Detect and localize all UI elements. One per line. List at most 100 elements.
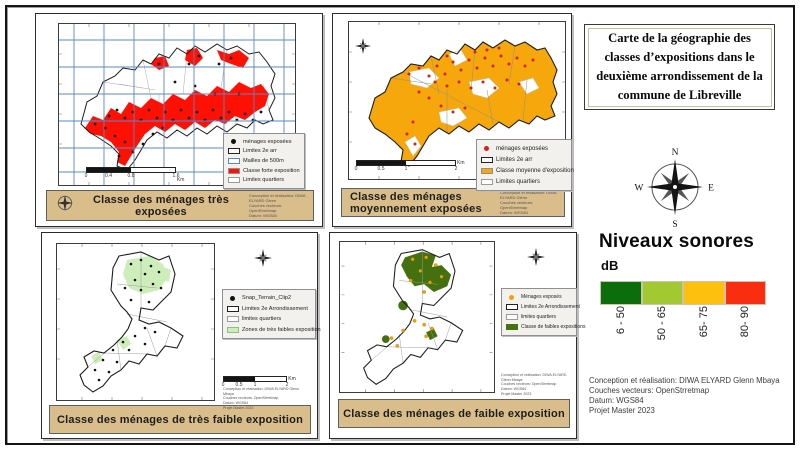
map-title-box: Carte de la géographie des classes d’exp… [584,24,775,110]
arrondissement-boundary [368,39,558,167]
scalebar-tick: 1 [404,165,408,172]
scalebar-tick: 0 [354,165,358,172]
scalebar-unit: Km [457,159,465,166]
legend-item: limites quartiers [227,316,311,323]
legend-item: Classe de faibles expositions [506,324,585,330]
scalebar-unit: Km [176,176,185,183]
credit-line: Conception et réalisation: DIWA ELYARD G… [589,376,780,385]
compass-icon-small [254,249,272,272]
db-unit-label: dB [601,258,619,273]
scalebar-tres-exposees: 0 0.4 0.8 1.6 Km [85,167,184,183]
map-moyennement-exposees [348,21,566,180]
legend-item: Classe forte exposition [228,167,300,174]
noise-color-ramp [600,281,766,305]
legend-label: Zones de très faibles exposition [242,326,321,333]
noise-range-labels: 6 - 50 50 - 65 65- 75 80- 90 [600,306,766,364]
scalebar-tick: 0.5 [235,381,243,388]
map-canvas-faible [341,242,493,392]
ramp-cell-red [724,281,766,305]
arrondissement-boundary [80,43,276,171]
credit-line: Datum: WGS84 [589,396,644,406]
scalebar-tick: 2 [454,165,458,172]
legend-faible: Ménages exposés Limites 2e Arrondissemen… [501,288,585,336]
caption-text: Classe des ménages de très faible exposi… [56,413,303,426]
legend-label: ménages exposées [243,138,292,145]
scalebar-bar [356,160,456,166]
legend-tres-faible: Snap_Terrain_Clip2 Limites 2e Arrondisse… [222,289,321,339]
orange-dot-swatch [509,294,514,300]
black-dot-swatch [231,139,236,145]
panel-tres-exposees: ménages exposées Limites 2e arr Mailles … [35,13,323,227]
legend-item: Limites 2e arr [228,148,300,155]
credit-line: Couches vecteurs: OpenStrretmap [589,386,710,396]
arrondissement-boundary [79,251,184,393]
darkgreen-fill-swatch [506,324,518,330]
panel-faible-exposition: Ménages exposés Limites 2e Arrondissemen… [329,232,585,439]
compass-south-label: S [672,220,677,230]
scalebar-tick: 0.8 [127,172,135,179]
noise-levels-title: Niveaux sonores [599,231,755,252]
boundary-swatch [481,156,493,163]
panel-tres-faible-exposition: Snap_Terrain_Clip2 Limites 2e Arrondisse… [41,232,321,439]
legend-item: limites quartiers [506,314,572,320]
compass-icon-small [527,248,545,271]
legend-item: Zones de très faibles exposition [227,326,321,333]
quartier-swatch [227,316,239,323]
range-label: 6 - 50 [614,306,627,335]
scalebar-moyennement: 0 0.5 1 2 Km [354,160,465,173]
unexposed-patches [404,49,540,157]
map-canvas-moyennement-exposees [349,22,565,179]
household-dots [405,46,535,146]
map-canvas-tres-exposees [59,24,295,185]
caption-text: Classe des ménages moyennement exposées [350,190,482,215]
low-exposure-zones [381,251,452,343]
quartier-swatch [506,314,518,320]
ramp-cell-lightgreen [641,281,683,305]
legend-tres-exposees: ménages exposées Limites 2e arr Mailles … [223,133,305,189]
legend-label: Limites quartiers [243,177,285,184]
map-title: Carte de la géographie des classes d’exp… [596,31,763,102]
map-title-inner-border: Carte de la géographie des classes d’exp… [587,27,772,107]
scalebar-unit: Km [288,375,296,382]
caption-faible: Classe des ménages de faible exposition [338,399,570,428]
boundary-swatch [228,148,240,155]
coordinate-ticks [341,242,493,392]
legend-label: Classe moyenne d'exposition [496,167,574,174]
legend-item: Limites 2e Arrondissement [227,305,311,312]
scalebar-bar [86,167,176,173]
legend-item: Snap_Terrain_Clip2 [227,295,311,301]
legend-label: Ménages exposés [521,294,562,300]
legend-label: limites quartiers [521,314,557,320]
legend-item: Limites quartiers [481,178,567,185]
legend-label: Snap_Terrain_Clip2 [242,295,292,302]
legend-label: ménages exposées [496,145,549,152]
legend-label: Limites 2e arr [496,156,533,163]
scalebar-bar [223,376,287,382]
caption-tres-exposees: Classe des ménages très exposées Concept… [46,190,314,221]
compass-north-label: N [672,148,679,158]
scalebar-tick: 1 [253,381,257,388]
legend-item: Limites quartiers [228,177,300,184]
scalebar-tick: 2 [285,381,289,388]
legend-item: Limites 2e Arrondissement [506,304,580,310]
legend-label: Limites 2e arr [243,148,277,155]
caption-compass-icon [57,195,73,216]
legend-moyennement-exposees: ménages exposées Limites 2e arr Classe m… [476,139,574,191]
scalebar-tick: 0 [221,381,225,388]
legend-label: Classe de faibles expositions [521,324,586,330]
lightgreen-fill-swatch [227,326,239,333]
credits-block: Conception et réalisation: DIWA ELYARD G… [589,376,780,417]
ramp-cell-darkgreen [600,281,642,305]
range-label: 50 - 65 [656,306,669,341]
legend-label: Limites 2e Arrondissement [242,305,308,312]
grid-500m [59,24,295,185]
ramp-cell-amber [683,281,725,305]
compass-east-label: E [708,184,714,194]
map-canvas-tres-faible [57,244,214,400]
legend-label: Mailles de 500m [243,157,284,164]
range-label: 65- 75 [697,306,710,338]
compass-icon-small [355,38,371,59]
scalebar-tick: 0.4 [105,172,112,179]
coordinate-ticks [59,24,295,185]
